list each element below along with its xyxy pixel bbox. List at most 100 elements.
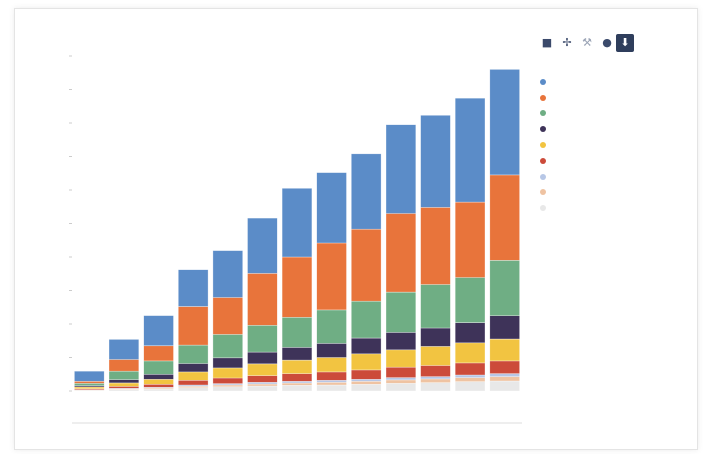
bar-segment-12-0[interactable] xyxy=(489,380,520,392)
bar-segment-9-0[interactable] xyxy=(385,382,417,392)
bar-segment-5-5[interactable] xyxy=(247,351,278,365)
bar-segment-12-1[interactable] xyxy=(489,376,520,382)
bar-segment-11-5[interactable] xyxy=(454,322,486,344)
bar-segment-10-5[interactable] xyxy=(420,327,451,347)
bar-segment-10-1[interactable] xyxy=(420,378,451,383)
bar-segment-1-5[interactable] xyxy=(108,379,140,384)
bar-segment-10-7[interactable] xyxy=(420,207,451,285)
legend-item-4[interactable] xyxy=(540,137,700,153)
bar-segment-6-8[interactable] xyxy=(281,188,313,258)
bar-segment-8-6[interactable] xyxy=(350,300,382,339)
bar-segment-4-1[interactable] xyxy=(212,384,243,388)
bar-segment-12-3[interactable] xyxy=(489,360,520,374)
bar-segment-8-4[interactable] xyxy=(350,353,382,371)
bar-segment-11-1[interactable] xyxy=(454,377,486,382)
bar-segment-6-3[interactable] xyxy=(281,373,313,382)
bar-segment-0-4[interactable] xyxy=(74,386,105,390)
bar-segment-7-3[interactable] xyxy=(316,371,347,381)
bar-segment-4-8[interactable] xyxy=(212,250,243,298)
bar-segment-1-7[interactable] xyxy=(108,359,140,372)
bar-segment-12-4[interactable] xyxy=(489,338,520,362)
bar-segment-12-5[interactable] xyxy=(489,315,520,340)
bar-segment-0-8[interactable] xyxy=(74,370,105,382)
bar-segment-0-6[interactable] xyxy=(74,382,105,386)
bar-segment-10-3[interactable] xyxy=(420,365,451,377)
bar-segment-9-5[interactable] xyxy=(385,332,417,351)
bar-segment-5-3[interactable] xyxy=(247,375,278,383)
bar-segment-3-6[interactable] xyxy=(178,344,209,364)
bar-segment-8-8[interactable] xyxy=(350,153,382,230)
legend-item-2[interactable] xyxy=(540,106,700,122)
bar-segment-3-4[interactable] xyxy=(178,371,209,381)
legend-item-5[interactable] xyxy=(540,153,700,169)
pan-icon[interactable]: ✢ xyxy=(562,36,572,49)
bar-segment-12-6[interactable] xyxy=(489,260,520,316)
bar-segment-9-8[interactable] xyxy=(385,124,417,214)
bar-segment-6-1[interactable] xyxy=(281,382,313,386)
bar-segment-8-7[interactable] xyxy=(350,228,382,302)
bar-segment-10-4[interactable] xyxy=(420,346,451,366)
bar-segment-2-4[interactable] xyxy=(143,378,174,385)
bar-segment-1-6[interactable] xyxy=(108,370,140,380)
bar-segment-3-8[interactable] xyxy=(178,269,209,307)
bar-segment-1-8[interactable] xyxy=(108,339,140,360)
bar-segment-5-8[interactable] xyxy=(247,217,278,274)
bar-segment-3-7[interactable] xyxy=(178,306,209,346)
bar-segment-5-4[interactable] xyxy=(247,363,278,376)
bar-segment-9-3[interactable] xyxy=(385,366,417,378)
legend-item-0[interactable] xyxy=(540,74,700,90)
bar-segment-2-7[interactable] xyxy=(143,345,174,362)
bar-segment-5-6[interactable] xyxy=(247,324,278,353)
bar-segment-11-6[interactable] xyxy=(454,277,486,323)
bar-segment-7-0[interactable] xyxy=(316,384,347,392)
bar-segment-9-2[interactable] xyxy=(385,377,417,381)
bar-segment-4-7[interactable] xyxy=(212,297,243,335)
bar-segment-3-0[interactable] xyxy=(178,387,209,392)
bar-segment-7-7[interactable] xyxy=(316,242,347,311)
bar-segment-8-1[interactable] xyxy=(350,380,382,385)
bar-segment-10-8[interactable] xyxy=(420,115,451,208)
bar-segment-6-4[interactable] xyxy=(281,359,313,374)
bar-segment-9-7[interactable] xyxy=(385,213,417,293)
bar-segment-10-0[interactable] xyxy=(420,382,451,392)
bar-segment-2-5[interactable] xyxy=(143,373,174,380)
bar-segment-9-6[interactable] xyxy=(385,291,417,333)
bar-segment-6-6[interactable] xyxy=(281,316,313,348)
bar-segment-11-7[interactable] xyxy=(454,201,486,278)
legend-item-6[interactable] xyxy=(540,169,700,185)
download-icon[interactable]: ⬇ xyxy=(616,34,634,52)
bar-segment-11-0[interactable] xyxy=(454,381,486,392)
bar-segment-2-3[interactable] xyxy=(143,383,174,388)
legend-item-3[interactable] xyxy=(540,121,700,137)
bar-segment-4-4[interactable] xyxy=(212,367,243,379)
bar-segment-11-4[interactable] xyxy=(454,342,486,364)
wrench-icon[interactable]: ⚒ xyxy=(582,36,592,49)
bar-segment-12-2[interactable] xyxy=(489,373,520,377)
bar-segment-4-5[interactable] xyxy=(212,357,243,369)
bar-segment-8-3[interactable] xyxy=(350,369,382,380)
bar-segment-12-7[interactable] xyxy=(489,174,520,261)
bar-segment-6-7[interactable] xyxy=(281,256,313,318)
bar-segment-4-0[interactable] xyxy=(212,386,243,392)
bar-segment-2-8[interactable] xyxy=(143,315,174,347)
bar-segment-3-3[interactable] xyxy=(178,379,209,386)
bar-segment-8-5[interactable] xyxy=(350,337,382,355)
bar-segment-3-5[interactable] xyxy=(178,363,209,373)
bar-segment-7-4[interactable] xyxy=(316,357,347,373)
zoom-icon[interactable]: ■ xyxy=(541,36,553,49)
bar-segment-5-0[interactable] xyxy=(247,385,278,392)
bar-segment-7-8[interactable] xyxy=(316,172,347,244)
bar-segment-10-6[interactable] xyxy=(420,284,451,329)
bar-segment-1-4[interactable] xyxy=(108,382,140,387)
bar-segment-9-4[interactable] xyxy=(385,349,417,368)
bar-segment-11-3[interactable] xyxy=(454,362,486,376)
bar-segment-4-6[interactable] xyxy=(212,334,243,359)
bar-segment-4-3[interactable] xyxy=(212,377,243,384)
bar-segment-11-2[interactable] xyxy=(454,374,486,378)
reset-icon[interactable]: ● xyxy=(602,36,612,49)
legend-item-8[interactable] xyxy=(540,200,700,216)
bar-segment-2-6[interactable] xyxy=(143,360,174,375)
bar-segment-7-5[interactable] xyxy=(316,343,347,358)
bar-segment-7-1[interactable] xyxy=(316,381,347,386)
legend-item-7[interactable] xyxy=(540,185,700,201)
